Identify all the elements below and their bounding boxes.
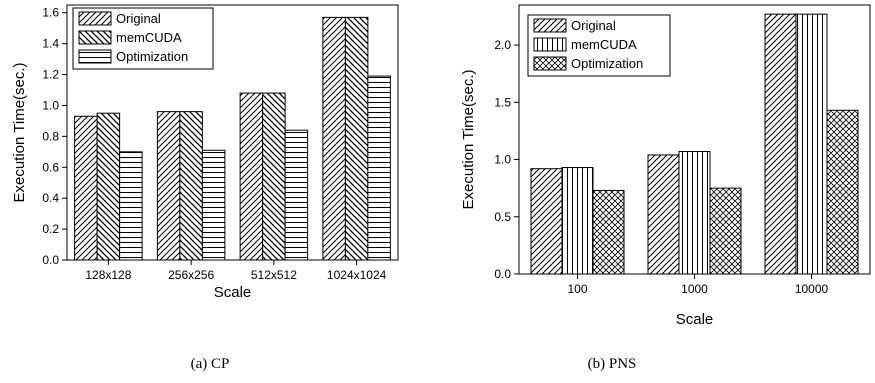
legend-label-memcuda: memCUDA bbox=[116, 30, 182, 45]
y-tick-label: 1.0 bbox=[494, 153, 511, 167]
bar-original-256x256 bbox=[156, 111, 181, 261]
bar-optimization-1000 bbox=[709, 187, 742, 275]
legend-swatch-memcuda bbox=[533, 37, 567, 52]
y-tick-label: 0.6 bbox=[42, 160, 59, 174]
legend-swatch-optimization bbox=[533, 56, 567, 71]
caption-cp: (a) CP bbox=[191, 356, 230, 372]
y-tick-label: 0.4 bbox=[42, 191, 59, 205]
y-tick-label: 0.5 bbox=[494, 210, 511, 224]
legend-label-original: Original bbox=[571, 18, 616, 33]
bar-original-1024x1024 bbox=[322, 16, 346, 261]
y-axis-title: Execution Time(sec.) bbox=[460, 69, 477, 209]
bar-original-512x512 bbox=[239, 92, 264, 261]
bar-memcuda-10000 bbox=[795, 13, 828, 275]
x-tick-label: 128x128 bbox=[85, 268, 131, 282]
legend-label-optimization: Optimization bbox=[116, 49, 188, 64]
y-tick-label: 0.8 bbox=[42, 129, 59, 143]
plot-frame bbox=[66, 4, 399, 261]
y-axis-title: Execution Time(sec.) bbox=[11, 62, 28, 202]
y-tick-label: 0.0 bbox=[494, 267, 511, 281]
y-tick-label: 1.0 bbox=[42, 98, 59, 112]
bar-optimization-10000 bbox=[826, 109, 859, 275]
x-axis-title: Scale bbox=[214, 284, 252, 301]
bar-memcuda-256x256 bbox=[179, 111, 203, 261]
x-tick-label: 100 bbox=[567, 282, 587, 296]
bar-memcuda-128x128 bbox=[96, 112, 121, 261]
y-tick-label: 1.4 bbox=[42, 37, 59, 51]
legend-label-optimization: Optimization bbox=[571, 56, 643, 71]
x-tick-label: 256x256 bbox=[168, 268, 214, 282]
legend-swatch-memcuda bbox=[78, 30, 112, 45]
y-tick-label: 0.2 bbox=[42, 222, 59, 236]
bar-original-10000 bbox=[764, 13, 797, 275]
bar-original-100 bbox=[530, 168, 563, 275]
legend-swatch-optimization bbox=[78, 49, 112, 64]
bar-memcuda-1024x1024 bbox=[344, 16, 369, 261]
legend-swatch-original bbox=[533, 18, 567, 33]
bar-memcuda-1000 bbox=[678, 151, 711, 275]
bar-memcuda-100 bbox=[561, 167, 594, 275]
bar-optimization-100 bbox=[592, 189, 625, 275]
x-tick-label: 1024x1024 bbox=[327, 268, 387, 282]
chart-pns: 100 1000 10000 0.0 0.5 1.0 1.5 2.0 Execution Tim… bbox=[460, 4, 871, 328]
legend-swatch-original bbox=[78, 11, 112, 26]
plot-frame bbox=[518, 4, 871, 275]
bar-optimization-128x128 bbox=[119, 151, 143, 261]
bar-optimization-1024x1024 bbox=[367, 75, 391, 261]
x-tick-label: 10000 bbox=[795, 282, 829, 296]
y-tick-label: 1.6 bbox=[42, 6, 59, 20]
x-tick-label: 1000 bbox=[681, 282, 708, 296]
bar-optimization-512x512 bbox=[284, 129, 309, 261]
y-tick-label: 0.0 bbox=[42, 253, 59, 267]
y-tick-label: 1.2 bbox=[42, 68, 59, 82]
legend-label-original: Original bbox=[116, 11, 161, 26]
bar-original-1000 bbox=[647, 154, 680, 275]
bar-optimization-256x256 bbox=[201, 149, 226, 261]
x-tick-label: 512x512 bbox=[251, 268, 297, 282]
y-tick-label: 1.5 bbox=[494, 95, 511, 109]
y-tick-label: 2.0 bbox=[494, 38, 511, 52]
x-axis-title: Scale bbox=[676, 311, 714, 328]
chart-cp: 128x128 256x256 512x512 1024x1024 0.0 0.2 0.4 0… bbox=[11, 4, 399, 301]
legend-label-memcuda: memCUDA bbox=[571, 37, 637, 52]
bar-original-128x128 bbox=[74, 115, 98, 261]
caption-pns: (b) PNS bbox=[588, 356, 637, 372]
bar-memcuda-512x512 bbox=[262, 92, 286, 261]
